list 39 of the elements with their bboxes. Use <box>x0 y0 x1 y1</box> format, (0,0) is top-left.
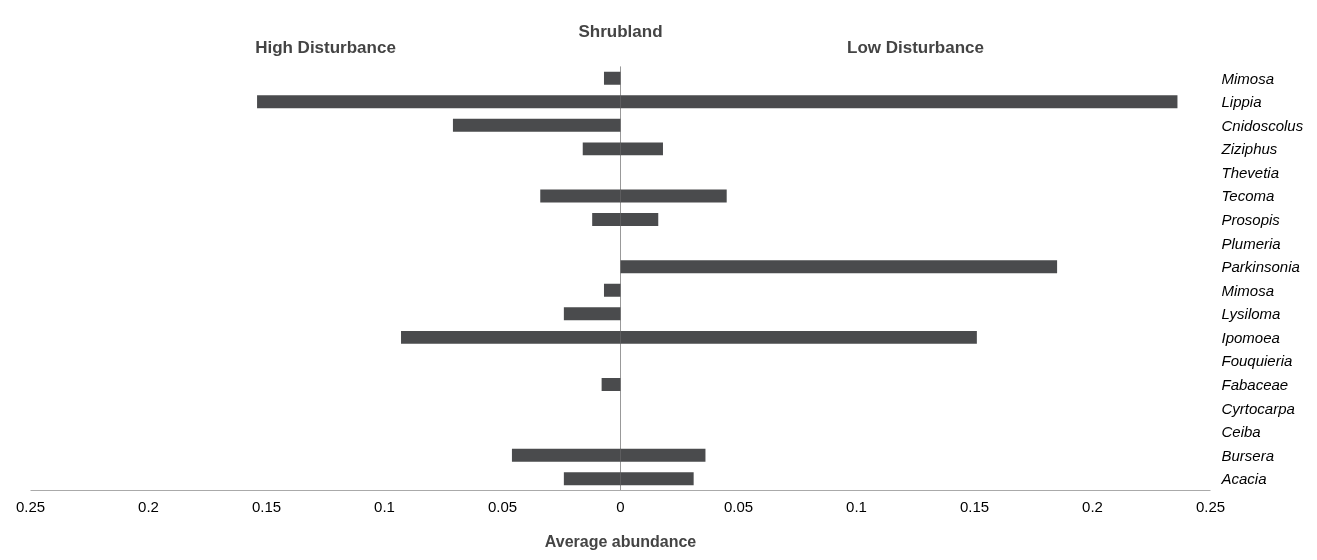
x-tick-label: 0.2 <box>138 497 159 515</box>
x-tick-label: 0.05 <box>487 497 518 515</box>
x-tick-label: 0.15 <box>959 497 990 515</box>
text: High Disturbance <box>255 37 396 57</box>
text: Low Disturbance <box>847 37 984 57</box>
y-tick-label: Parkinsonia <box>1221 258 1300 276</box>
bar <box>603 283 621 297</box>
y-tick-label: Bursera <box>1221 446 1275 464</box>
y-tick-label: Prosopis <box>1221 211 1281 229</box>
y-tick-label: Fabaceae <box>1221 375 1289 393</box>
y-tick-label: Fouquieria <box>1221 352 1293 370</box>
y-tick-label: Ipomoea <box>1221 328 1280 346</box>
y-tick-label: Ziziphus <box>1220 140 1278 158</box>
bar <box>603 71 621 85</box>
bar <box>601 378 621 391</box>
x-tick-label: 0.2 <box>1082 497 1103 515</box>
x-axis-title: Average abundance <box>544 532 697 550</box>
bar <box>452 118 621 132</box>
x-tick-label: 0.15 <box>251 497 282 515</box>
x-tick-label: 0.05 <box>723 497 754 515</box>
y-tick-label: Ceiba <box>1221 423 1261 441</box>
y-tick-label: Cnidoscolus <box>1221 116 1304 134</box>
y-tick-label: Lippia <box>1221 93 1262 111</box>
y-tick-label: Thevetia <box>1221 163 1280 181</box>
chart-title: Shrubland <box>578 21 663 41</box>
y-tick-label: Cyrtocarpa <box>1221 399 1295 417</box>
bar <box>563 307 621 321</box>
x-tick-label: 0.25 <box>1195 497 1226 515</box>
y-tick-label: Mimosa <box>1221 281 1275 299</box>
x-tick-label: 0.25 <box>15 497 46 515</box>
y-tick-label: Mimosa <box>1221 69 1275 87</box>
y-tick-label: Lysiloma <box>1221 305 1281 323</box>
x-tick-label: 0.1 <box>374 497 395 515</box>
y-tick-label: Tecoma <box>1221 187 1275 205</box>
x-tick-label: 0 <box>616 497 625 515</box>
y-tick-label: Acacia <box>1220 470 1267 488</box>
y-tick-label: Plumeria <box>1221 234 1281 252</box>
bar <box>620 260 1058 274</box>
x-tick-label: 0.1 <box>846 497 867 515</box>
